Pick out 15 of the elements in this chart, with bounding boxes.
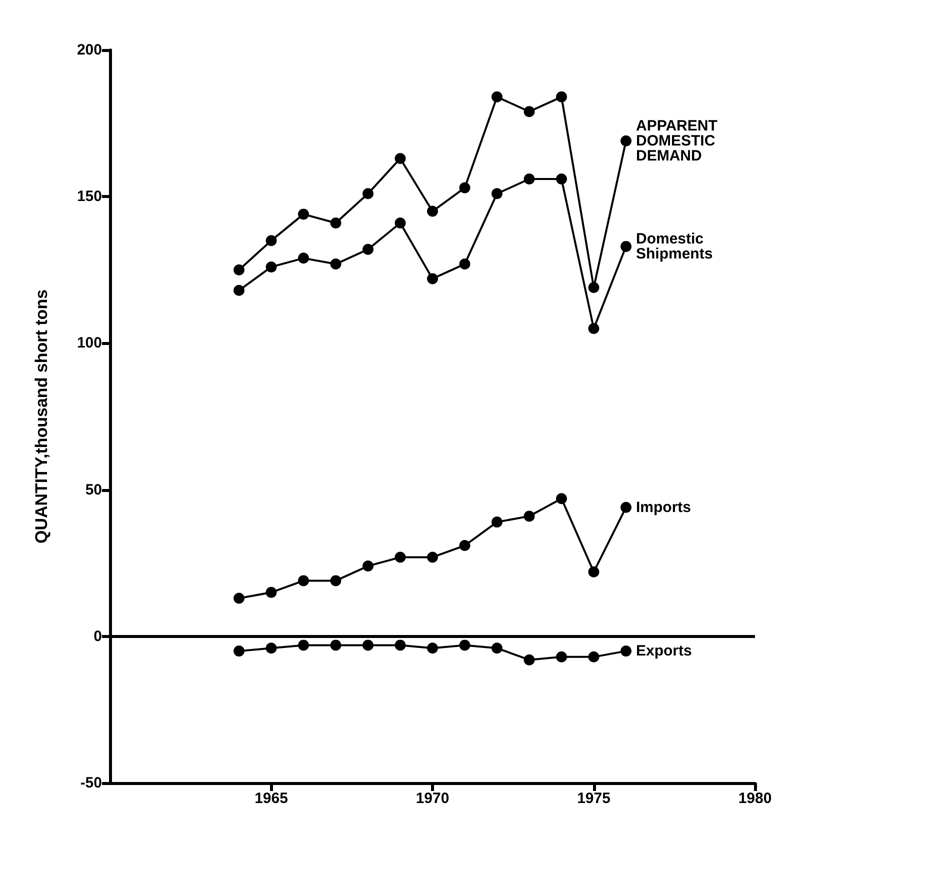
series-label: Exports (636, 642, 692, 660)
x-tick-label: 1975 (577, 790, 610, 807)
y-tick-label: 200 (76, 42, 102, 58)
x-tick-label: 1970 (416, 790, 450, 807)
y-tick-label: 0 (94, 628, 102, 645)
y-tick-label: 50 (85, 481, 102, 498)
y-tick-label: -50 (80, 774, 102, 792)
y-axis-title: QUANTITY,thousand short tons (32, 289, 51, 544)
y-tick-label: 150 (76, 188, 102, 206)
x-tick-label: 1965 (254, 790, 288, 807)
series-label: APPARENT DOMESTIC DEMAND (636, 117, 722, 164)
x-tick-label: 1980 (738, 790, 772, 807)
y-tick-label: 100 (76, 334, 102, 352)
series-label: Imports (636, 498, 692, 516)
series-label: Domestic Shipments (636, 230, 713, 262)
